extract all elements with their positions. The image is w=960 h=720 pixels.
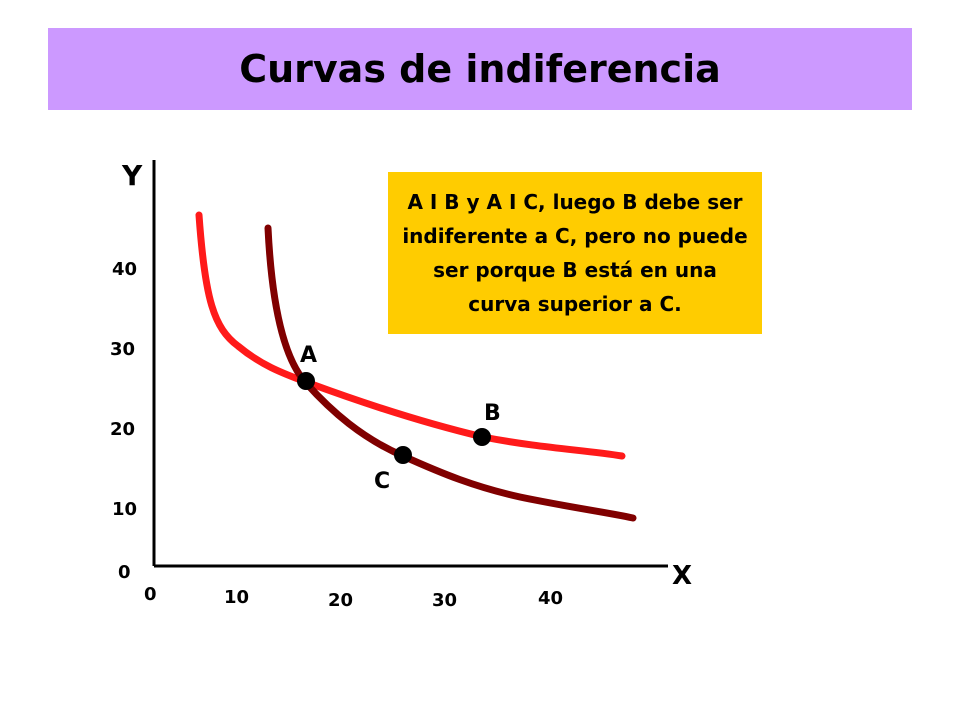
y-tick-label: 30 [110, 339, 135, 360]
explanation-note: A I B y A I C, luego B debe ser indifere… [388, 172, 762, 334]
y-tick-label: 40 [112, 259, 137, 280]
x-tick-label: 0 [144, 584, 157, 605]
point-b-label: B [484, 401, 501, 426]
x-tick-label: 20 [328, 590, 353, 611]
x-tick-label: 40 [538, 588, 563, 609]
title-banner: Curvas de indiferencia [48, 28, 912, 110]
explanation-text: A I B y A I C, luego B debe ser indifere… [402, 190, 748, 316]
y-axis-label: Y [121, 159, 143, 192]
point-c-marker [394, 446, 412, 464]
x-axis-label: X [672, 561, 692, 591]
point-a-marker [297, 372, 315, 390]
x-tick-label: 10 [224, 587, 249, 608]
y-tick-label: 20 [110, 419, 135, 440]
y-tick-label: 0 [118, 562, 131, 583]
point-b-marker [473, 428, 491, 446]
page-title: Curvas de indiferencia [239, 47, 721, 91]
y-tick-label: 10 [112, 499, 137, 520]
point-a-label: A [300, 343, 317, 368]
point-c-label: C [374, 469, 390, 494]
x-tick-label: 30 [432, 590, 457, 611]
indifference-curve-red [195, 211, 626, 460]
